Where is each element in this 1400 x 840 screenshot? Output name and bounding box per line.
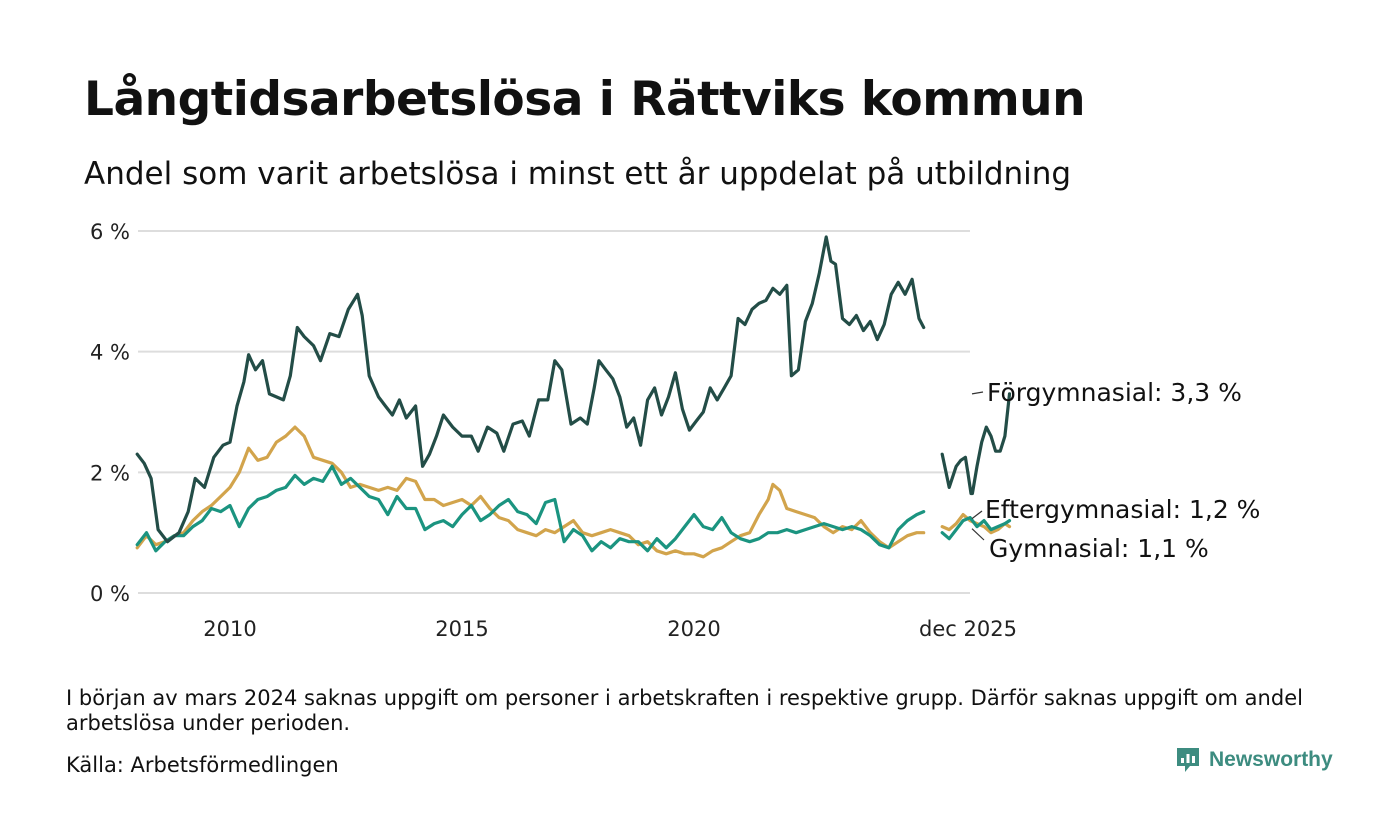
y-axis-ticks: 0 % 2 % 4 % 6 % bbox=[90, 220, 130, 606]
x-axis-ticks: 2010 2015 2020 dec 2025 bbox=[203, 617, 1017, 641]
y-tick-label: 4 % bbox=[90, 341, 130, 365]
newsworthy-logo-icon bbox=[1177, 748, 1199, 772]
series-line-förgymnasial bbox=[135, 235, 926, 544]
line-chart: 0 % 2 % 4 % 6 % 2010 2015 2020 dec 2025 Förgym… bbox=[90, 220, 1260, 641]
label-leader-line bbox=[971, 510, 983, 520]
x-tick-label: 2015 bbox=[435, 617, 488, 641]
footnote: I början av mars 2024 saknas uppgift om … bbox=[66, 686, 1303, 735]
gridlines bbox=[138, 230, 970, 594]
series-end-labels: Förgymnasial: 3,3 % Eftergymnasial: 1,2 %… bbox=[971, 378, 1260, 563]
chart-subtitle: Andel som varit arbetslösa i minst ett å… bbox=[84, 156, 1072, 192]
series-end-label-förgymnasial: Förgymnasial: 3,3 % bbox=[987, 378, 1242, 407]
chart-title: Långtidsarbetslösa i Rättviks kommun bbox=[84, 72, 1086, 127]
y-tick-label: 0 % bbox=[90, 582, 130, 606]
series-line-förgymnasial-after-gap bbox=[940, 392, 1012, 496]
series-end-label-gymnasial: Gymnasial: 1,1 % bbox=[989, 534, 1209, 563]
series-line-gymnasial-after-gap bbox=[940, 513, 1012, 535]
source-note: Källa: Arbetsförmedlingen bbox=[66, 753, 339, 777]
brand-name: Newsworthy bbox=[1209, 748, 1333, 771]
newsworthy-logo[interactable]: Newsworthy bbox=[1175, 746, 1333, 774]
series-line-gymnasial bbox=[135, 425, 926, 559]
series-lines bbox=[135, 235, 1012, 559]
series-line-eftergymnasial bbox=[135, 464, 926, 553]
series-end-label-eftergymnasial: Eftergymnasial: 1,2 % bbox=[985, 495, 1260, 524]
series-line-eftergymnasial-after-gap bbox=[940, 516, 1012, 541]
label-leader-line bbox=[971, 391, 984, 395]
y-tick-label: 6 % bbox=[90, 220, 130, 244]
y-tick-label: 2 % bbox=[90, 461, 130, 485]
x-tick-label: dec 2025 bbox=[919, 617, 1017, 641]
x-tick-label: 2010 bbox=[203, 617, 256, 641]
label-leader-line bbox=[971, 528, 985, 541]
x-tick-label: 2020 bbox=[667, 617, 720, 641]
